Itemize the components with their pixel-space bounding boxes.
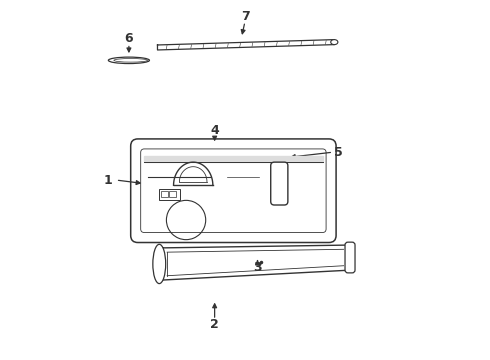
Ellipse shape bbox=[331, 40, 338, 45]
Text: 6: 6 bbox=[124, 32, 133, 45]
FancyBboxPatch shape bbox=[270, 162, 288, 205]
Polygon shape bbox=[144, 156, 322, 162]
Bar bbox=[161, 192, 168, 197]
Text: 4: 4 bbox=[210, 124, 219, 137]
FancyBboxPatch shape bbox=[131, 139, 336, 243]
Text: 7: 7 bbox=[241, 10, 249, 23]
Text: 3: 3 bbox=[253, 261, 262, 274]
Text: 2: 2 bbox=[210, 318, 219, 331]
Polygon shape bbox=[163, 245, 352, 280]
Ellipse shape bbox=[108, 57, 149, 64]
Polygon shape bbox=[157, 40, 334, 50]
Text: 5: 5 bbox=[334, 146, 342, 159]
Text: 1: 1 bbox=[103, 174, 112, 186]
Bar bbox=[169, 192, 176, 197]
Bar bbox=[159, 189, 180, 200]
Ellipse shape bbox=[153, 244, 166, 284]
FancyBboxPatch shape bbox=[345, 242, 355, 273]
